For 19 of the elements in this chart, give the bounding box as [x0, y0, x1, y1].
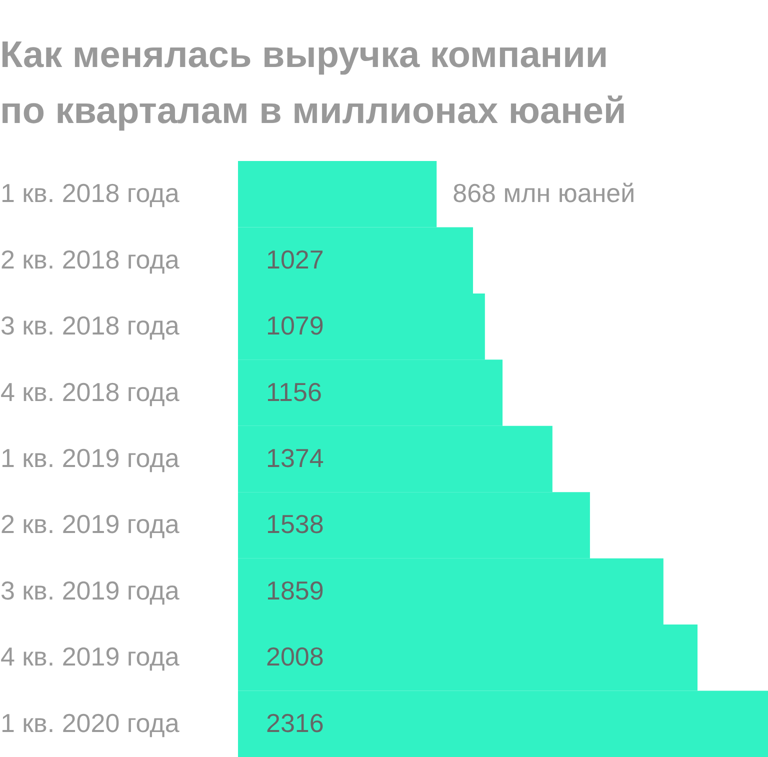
data-label: 2316 — [266, 708, 324, 738]
data-label: 868 млн юаней — [452, 178, 636, 208]
y-tick-label: 1 кв. 2019 года — [0, 443, 180, 473]
data-label: 2008 — [266, 642, 324, 672]
data-label: 1538 — [266, 509, 324, 540]
data-label: 1027 — [266, 244, 324, 274]
y-tick-label: 4 кв. 2019 года — [0, 642, 180, 672]
data-label: 1374 — [266, 443, 324, 473]
y-tick-label: 4 кв. 2018 года — [0, 376, 180, 407]
y-tick-label: 2 кв. 2019 года — [0, 509, 180, 540]
y-tick-label: 3 кв. 2018 года — [0, 310, 180, 341]
data-label: 1859 — [266, 575, 324, 606]
chart-title: Как менялась выручка компании по кварталам в миллионах юаней — [0, 34, 626, 131]
y-tick-label: 3 кв. 2019 года — [0, 575, 180, 606]
y-tick-label: 1 кв. 2020 года — [0, 708, 180, 738]
y-tick-label: 1 кв. 2018 года — [0, 178, 180, 208]
data-label: 1156 — [266, 376, 322, 407]
y-tick-label: 2 кв. 2018 года — [0, 244, 180, 274]
data-label: 1079 — [266, 310, 324, 341]
